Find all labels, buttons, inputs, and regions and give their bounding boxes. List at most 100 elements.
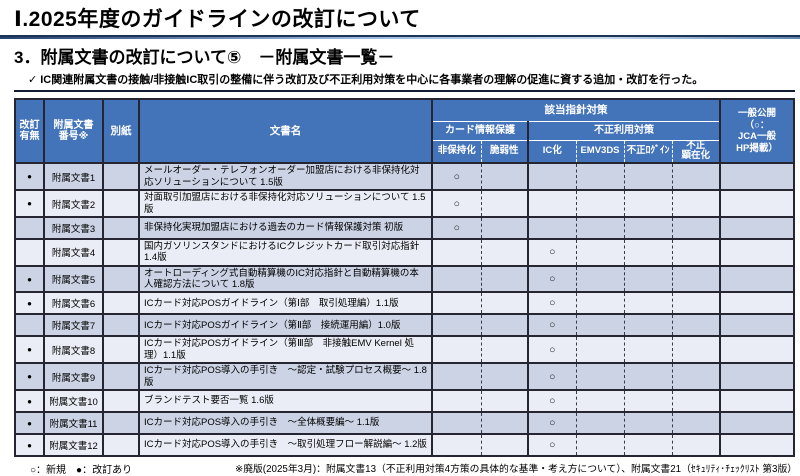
sheet-cell (103, 291, 140, 315)
mark-public (720, 362, 795, 391)
mark-hihojika (432, 433, 482, 457)
mark-emv3ds (576, 335, 625, 364)
col-header-doc-name: 文書名 (139, 99, 433, 165)
mark-hihojika (432, 389, 482, 413)
table-row: ● 附属文書5 オートローディング式自動精算機のIC対応指針と自動精算機の本人確認方… (15, 264, 795, 293)
mark-public (720, 389, 795, 413)
mark-fusei-login (624, 291, 673, 315)
table-row: ● 附属文書11 ICカード対応POS導入の手引き ～全体概要編～ 1.1版 ○ (15, 411, 795, 435)
table-row: ● 附属文書9 ICカード対応POS導入の手引き ～認定・試験プロセス概要～ 1.8… (15, 362, 795, 391)
revision-mark: ● (15, 264, 45, 293)
table-row: ● 附属文書6 ICカード対応POSガイドライン（第Ⅰ部 取引処理編）1.1版 ○ (15, 291, 795, 315)
doc-title: オートローディング式自動精算機のIC対応指針と自動精算機の本人確認方法について … (139, 264, 433, 293)
mark-fusei-login (624, 162, 673, 191)
mark-zeijakusei (481, 411, 529, 435)
sheet-cell (103, 362, 140, 391)
col-header-hihojika: 非保持化 (432, 140, 482, 165)
mark-fusei-kenzaika (672, 291, 722, 315)
mark-fusei-kenzaika (672, 264, 722, 293)
sheet-cell (103, 189, 140, 217)
mark-fusei-login (624, 335, 673, 364)
sheet-cell (103, 433, 140, 457)
mark-zeijakusei (481, 291, 529, 315)
mark-public (720, 189, 795, 217)
doc-number: 附属文書1 (44, 162, 104, 191)
mark-icka (528, 215, 577, 239)
table-row: 附属文書7 ICカード対応POSガイドライン（第Ⅱ部 接続運用編）1.0版 ○ (15, 313, 795, 337)
documents-table: 改訂 有無 附属文書 番号※ 別紙 文書名 該当指針対策 一般公開 （○： JC… (14, 98, 796, 458)
mark-hihojika: ○ (432, 162, 482, 191)
mark-hihojika (432, 411, 482, 435)
mark-emv3ds (576, 162, 625, 191)
col-header-fusei-login: 不正ﾛｸﾞｲﾝ (624, 140, 673, 165)
sheet-cell (103, 335, 140, 364)
mark-emv3ds (576, 362, 625, 391)
mark-hihojika: ○ (432, 215, 482, 239)
table-row: ● 附属文書10 ブランドテスト要否一覧 1.6版 ○ (15, 389, 795, 413)
mark-icka: ○ (528, 335, 577, 364)
doc-number: 附属文書7 (44, 313, 104, 337)
mark-fusei-kenzaika (672, 237, 722, 266)
title-divider (0, 35, 800, 39)
col-header-fraud-prevention: 不正利用対策 (528, 121, 722, 141)
mark-emv3ds (576, 389, 625, 413)
mark-fusei-kenzaika (672, 389, 722, 413)
revision-mark (15, 215, 45, 239)
table-row: ● 附属文書8 ICカード対応POSガイドライン（第Ⅲ部 非接触EMV Kernel… (15, 335, 795, 364)
mark-emv3ds (576, 189, 625, 217)
sheet-cell (103, 237, 140, 266)
mark-emv3ds (576, 411, 625, 435)
mark-public (720, 264, 795, 293)
mark-public (720, 162, 795, 191)
col-header-zeijakusei: 脆弱性 (481, 140, 529, 165)
mark-hihojika (432, 313, 482, 337)
table-body: ● 附属文書1 メールオーダー・テレフォンオーダー加盟店における非保持化対応ソリュー… (15, 162, 795, 457)
revision-mark: ● (15, 389, 45, 413)
table-row: ● 附属文書1 メールオーダー・テレフォンオーダー加盟店における非保持化対応ソリュー… (15, 162, 795, 191)
doc-title: 非保持化実現加盟店における過去のカード情報保護対策 初版 (139, 215, 433, 239)
mark-emv3ds (576, 433, 625, 457)
mark-zeijakusei (481, 362, 529, 391)
sheet-cell (103, 162, 140, 191)
doc-number: 附属文書3 (44, 215, 104, 239)
doc-number: 附属文書6 (44, 291, 104, 315)
mark-fusei-login (624, 189, 673, 217)
mark-emv3ds (576, 237, 625, 266)
doc-title: ICカード対応POSガイドライン（第Ⅱ部 接続運用編）1.0版 (139, 313, 433, 337)
doc-number: 附属文書8 (44, 335, 104, 364)
mark-public (720, 411, 795, 435)
doc-number: 附属文書12 (44, 433, 104, 457)
page-title: Ⅰ.2025年度のガイドラインの改訂について (14, 8, 421, 31)
col-header-emv3ds: EMV3DS (576, 140, 625, 165)
mark-fusei-login (624, 362, 673, 391)
mark-hihojika (432, 264, 482, 293)
mark-public (720, 215, 795, 239)
revision-mark (15, 313, 45, 337)
mark-fusei-login (624, 215, 673, 239)
doc-title: 対面取引加盟店における非保持化対応ソリューションについて 1.5版 (139, 189, 433, 217)
col-header-public: 一般公開 （○： JCA一般 HP掲載） (720, 99, 795, 165)
doc-title: ブランドテスト要否一覧 1.6版 (139, 389, 433, 413)
mark-zeijakusei (481, 237, 529, 266)
sheet-cell (103, 389, 140, 413)
mark-fusei-kenzaika (672, 313, 722, 337)
obsolete-footnote: ※廃版(2025年3月)：附属文書13（不正利用対策4方策の具体的な基準・考え方… (235, 464, 798, 476)
sheet-cell (103, 215, 140, 239)
mark-fusei-login (624, 411, 673, 435)
mark-hihojika (432, 335, 482, 364)
mark-fusei-kenzaika (672, 215, 722, 239)
mark-icka (528, 162, 577, 191)
mark-icka: ○ (528, 433, 577, 457)
mark-fusei-login (624, 433, 673, 457)
doc-title: 国内ガソリンスタンドにおけるICクレジットカード取引対応指針 1.4版 (139, 237, 433, 266)
mark-fusei-kenzaika (672, 411, 722, 435)
mark-emv3ds (576, 291, 625, 315)
col-header-doc-number: 附属文書 番号※ (44, 99, 104, 165)
table-row: ● 附属文書12 ICカード対応POS導入の手引き ～取引処理フロー解説編～ 1.2… (15, 433, 795, 457)
checkmark-icon: ✓ (28, 74, 38, 86)
mark-icka: ○ (528, 237, 577, 266)
footer: ○：新規 ●：改訂あり ※廃版(2025年3月)：附属文書13（不正利用対策4方… (30, 461, 797, 476)
mark-fusei-login (624, 389, 673, 413)
mark-icka: ○ (528, 264, 577, 293)
